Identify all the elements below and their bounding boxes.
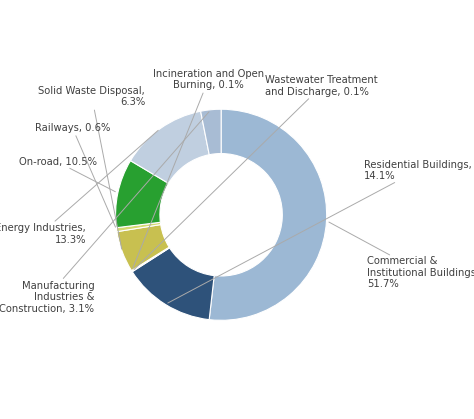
Wedge shape [131,247,169,271]
Wedge shape [130,111,209,184]
Text: Manufacturing
Industries &
Construction, 3.1%: Manufacturing Industries & Construction,… [0,112,209,314]
Text: Solid Waste Disposal,
6.3%: Solid Waste Disposal, 6.3% [38,86,145,249]
Wedge shape [117,225,169,271]
Wedge shape [132,248,170,272]
Text: Energy Industries,
13.3%: Energy Industries, 13.3% [0,130,158,245]
Text: On-road, 10.5%: On-road, 10.5% [18,157,115,192]
Wedge shape [201,109,221,155]
Wedge shape [116,160,169,228]
Text: Incineration and Open
Burning, 0.1%: Incineration and Open Burning, 0.1% [133,69,264,268]
Text: Railways, 0.6%: Railways, 0.6% [35,123,116,227]
Wedge shape [209,109,327,320]
Text: Residential Buildings,
14.1%: Residential Buildings, 14.1% [168,160,471,303]
Wedge shape [116,222,161,232]
Text: Commercial &
Institutional Buildings,
51.7%: Commercial & Institutional Buildings, 51… [329,222,474,290]
Text: Wastewater Treatment
and Discharge, 0.1%: Wastewater Treatment and Discharge, 0.1% [134,75,378,269]
Wedge shape [132,248,214,320]
